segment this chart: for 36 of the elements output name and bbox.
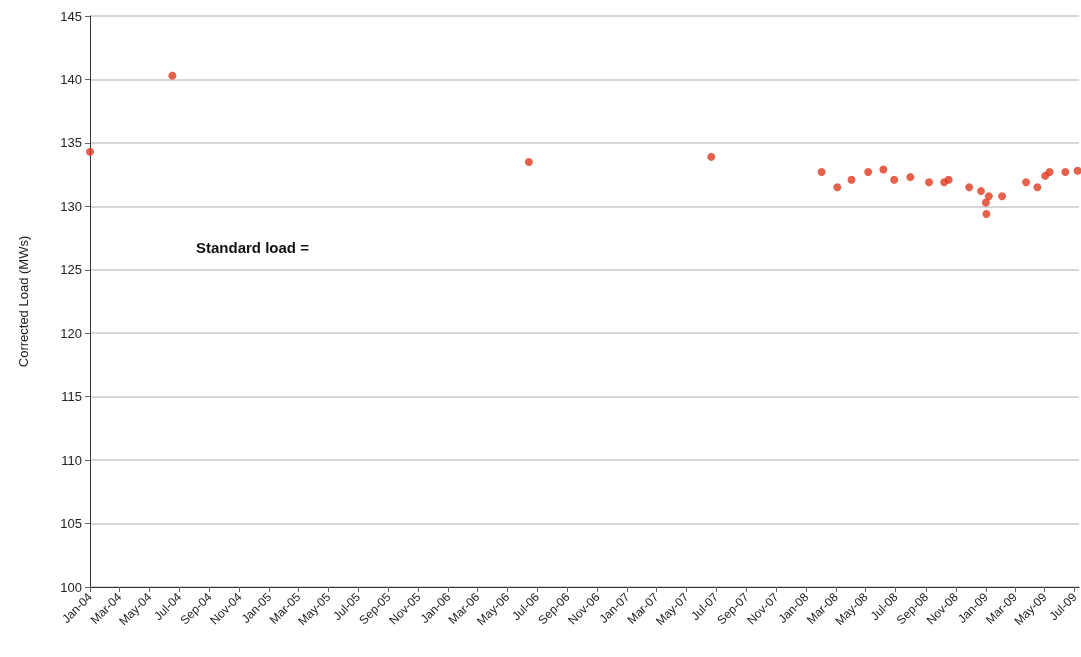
y-tick-label: 120 xyxy=(60,325,82,341)
point xyxy=(1022,178,1031,187)
y-tick-label: 135 xyxy=(60,135,82,151)
point xyxy=(965,183,974,192)
y-tick-label: 110 xyxy=(61,452,82,468)
point xyxy=(1073,166,1081,175)
y-tick-label: 145 xyxy=(60,8,82,24)
y-tick-label: 125 xyxy=(60,262,82,278)
y-tick-label: 130 xyxy=(60,198,82,214)
point xyxy=(944,175,953,184)
y-axis-title: Corrected Load (MWs) xyxy=(16,235,31,368)
point xyxy=(1061,168,1070,177)
point xyxy=(981,198,990,207)
point xyxy=(906,173,915,182)
annotation: Standard load = xyxy=(196,239,310,256)
point xyxy=(998,192,1007,201)
point xyxy=(847,175,856,184)
point xyxy=(982,209,991,218)
point xyxy=(168,71,177,80)
point xyxy=(1045,168,1054,177)
point xyxy=(1033,183,1042,192)
point xyxy=(925,178,933,187)
y-tick-label: 105 xyxy=(60,516,82,532)
point xyxy=(890,175,899,184)
point xyxy=(879,165,888,174)
point xyxy=(984,192,993,201)
point xyxy=(707,152,716,161)
point xyxy=(817,168,826,177)
point xyxy=(524,157,533,166)
y-tick-label: 100 xyxy=(60,579,82,595)
point xyxy=(833,183,842,192)
y-tick-label: 115 xyxy=(61,389,82,405)
point xyxy=(86,147,94,156)
point xyxy=(864,168,873,177)
point xyxy=(976,187,985,196)
y-tick-label: 140 xyxy=(60,71,82,87)
